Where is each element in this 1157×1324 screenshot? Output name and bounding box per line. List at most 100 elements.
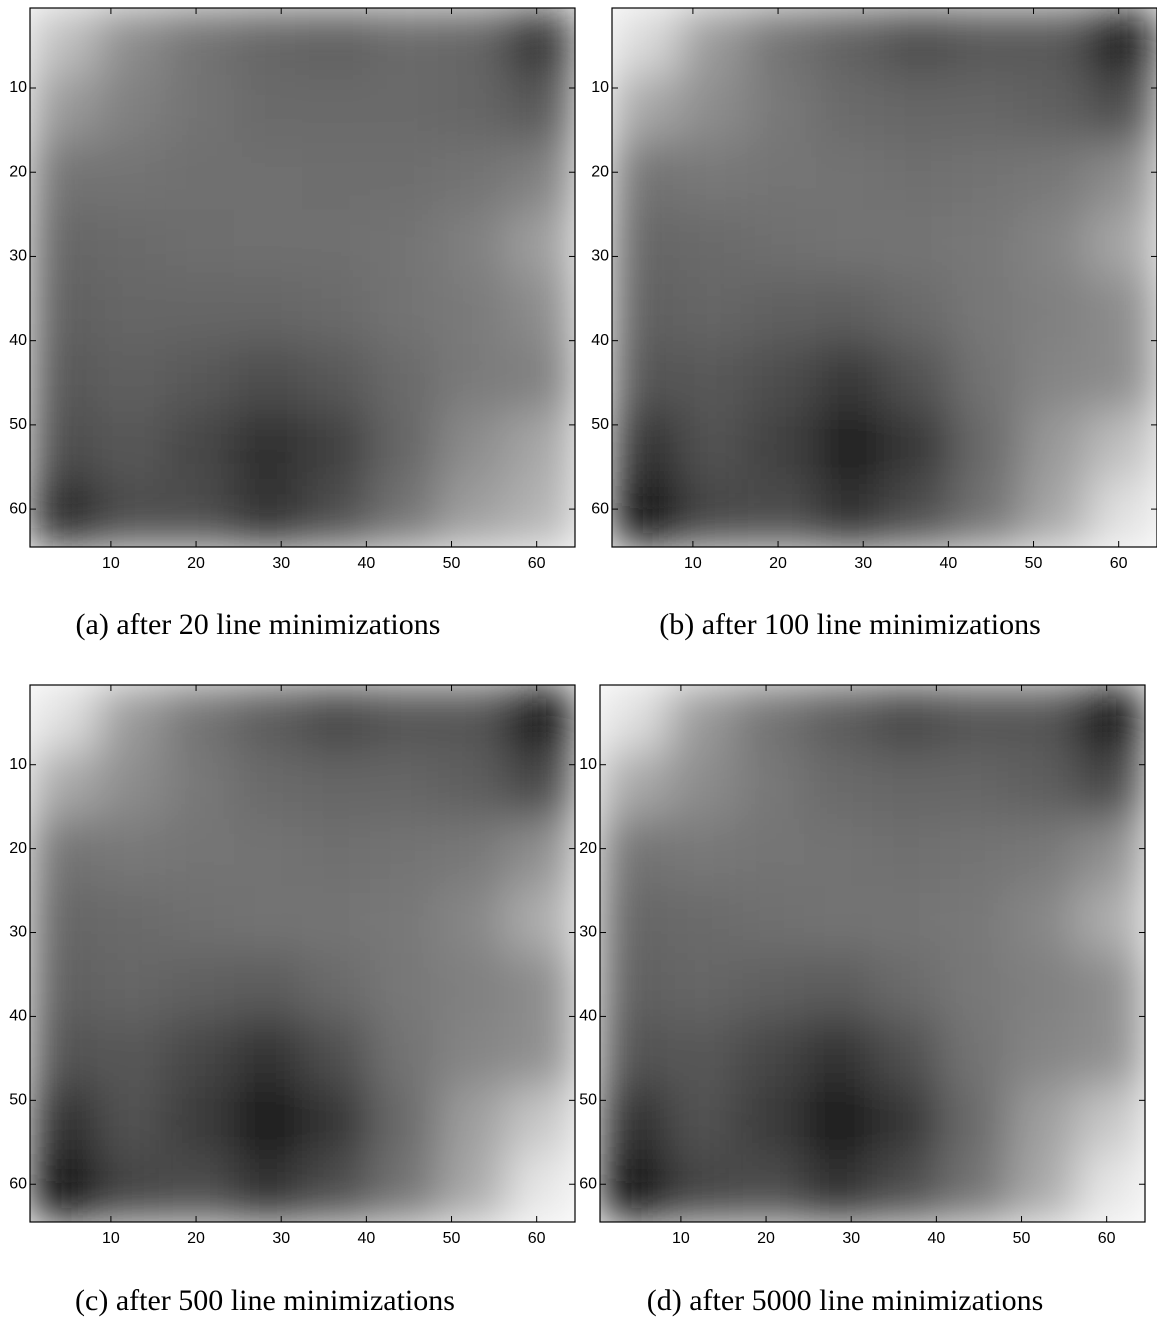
heatmap-cell bbox=[940, 1020, 1009, 1088]
heatmap-cell bbox=[804, 752, 873, 820]
y-tick-label: 40 bbox=[9, 332, 27, 349]
heatmap-cell bbox=[166, 8, 235, 76]
heatmap-cell bbox=[234, 1087, 303, 1155]
heatmap-cell bbox=[302, 953, 371, 1021]
heatmap-cell bbox=[438, 953, 507, 1021]
heatmap-cell bbox=[804, 953, 873, 1021]
x-tick-label: 40 bbox=[357, 555, 375, 572]
heatmap-cell bbox=[98, 277, 167, 345]
heatmap-cell bbox=[438, 8, 507, 76]
heatmap-cell bbox=[940, 886, 1009, 954]
heatmap-cell bbox=[506, 479, 575, 547]
heatmap-cell bbox=[234, 75, 303, 143]
heatmap-cell bbox=[1008, 685, 1077, 753]
heatmap-cell bbox=[940, 953, 1009, 1021]
heatmap-cell bbox=[884, 75, 953, 143]
heatmap-cell bbox=[1008, 752, 1077, 820]
heatmap-cell bbox=[30, 412, 99, 480]
heatmap-cell bbox=[506, 685, 575, 753]
heatmap-cell bbox=[98, 1020, 167, 1088]
heatmap-cells bbox=[30, 685, 576, 1223]
heatmap-cell bbox=[506, 1020, 575, 1088]
heatmap-cell bbox=[506, 142, 575, 210]
heatmap-cell bbox=[668, 1020, 737, 1088]
heatmap-cell bbox=[612, 277, 681, 345]
heatmap-cell bbox=[1008, 1154, 1077, 1222]
heatmap-clip bbox=[30, 685, 576, 1223]
heatmap-cell bbox=[438, 142, 507, 210]
heatmap-cell bbox=[1088, 210, 1157, 278]
heatmap-cell bbox=[748, 277, 817, 345]
heatmap-cell bbox=[370, 953, 439, 1021]
y-tick-label: 10 bbox=[591, 79, 609, 96]
heatmap-cell bbox=[302, 1087, 371, 1155]
heatmap-cell bbox=[748, 344, 817, 412]
heatmap-cell bbox=[952, 210, 1021, 278]
heatmap-cell bbox=[234, 1154, 303, 1222]
heatmap-cell bbox=[612, 210, 681, 278]
heatmap-cell bbox=[1088, 142, 1157, 210]
heatmap-cell bbox=[166, 277, 235, 345]
y-tick-label: 20 bbox=[9, 840, 27, 857]
heatmap-cell bbox=[600, 752, 669, 820]
heatmap-cell bbox=[302, 142, 371, 210]
y-tick-label: 50 bbox=[579, 1092, 597, 1109]
heatmap-cell bbox=[30, 1154, 99, 1222]
heatmap-cell bbox=[1076, 752, 1145, 820]
x-tick-label: 50 bbox=[1025, 555, 1043, 572]
x-tick-label: 50 bbox=[1013, 1230, 1031, 1247]
heatmap-cell bbox=[98, 685, 167, 753]
heatmap-cell bbox=[1020, 277, 1089, 345]
y-tick-label: 50 bbox=[9, 416, 27, 433]
y-tick-label: 20 bbox=[579, 840, 597, 857]
heatmap-cell bbox=[166, 953, 235, 1021]
heatmap-cell bbox=[30, 277, 99, 345]
heatmap-cell bbox=[1088, 277, 1157, 345]
heatmap-cell bbox=[952, 277, 1021, 345]
heatmap-cell bbox=[1088, 75, 1157, 143]
heatmap-cell bbox=[438, 210, 507, 278]
heatmap-cell bbox=[884, 8, 953, 76]
heatmap-cell bbox=[680, 142, 749, 210]
heatmap-cell bbox=[1076, 685, 1145, 753]
y-tick-label: 60 bbox=[579, 1175, 597, 1192]
heatmap-cell bbox=[668, 1154, 737, 1222]
heatmap-cell bbox=[370, 8, 439, 76]
heatmap-cell bbox=[302, 1154, 371, 1222]
heatmap-cell bbox=[506, 819, 575, 887]
heatmap-cell bbox=[98, 8, 167, 76]
heatmap-cell bbox=[668, 819, 737, 887]
heatmap-cell bbox=[952, 479, 1021, 547]
x-tick-label: 10 bbox=[672, 1230, 690, 1247]
heatmap-cell bbox=[736, 1087, 805, 1155]
heatmap-cell bbox=[30, 953, 99, 1021]
heatmap-cell bbox=[166, 75, 235, 143]
y-tick-label: 40 bbox=[579, 1008, 597, 1025]
heatmap-cell bbox=[940, 1087, 1009, 1155]
heatmap-cell bbox=[30, 1087, 99, 1155]
heatmap-cell bbox=[370, 210, 439, 278]
heatmap-cells bbox=[612, 8, 1157, 548]
heatmap-cell bbox=[30, 886, 99, 954]
heatmap-cell bbox=[816, 412, 885, 480]
heatmap-cell bbox=[234, 953, 303, 1021]
heatmap-cell bbox=[98, 1154, 167, 1222]
heatmap-cell bbox=[370, 886, 439, 954]
heatmap-cell bbox=[736, 752, 805, 820]
heatmap-clip bbox=[612, 8, 1157, 548]
heatmap-cell bbox=[302, 479, 371, 547]
heatmap-cell bbox=[680, 412, 749, 480]
heatmap-cell bbox=[438, 1154, 507, 1222]
y-tick-label: 50 bbox=[591, 416, 609, 433]
y-tick-label: 10 bbox=[9, 79, 27, 96]
heatmap-cell bbox=[506, 752, 575, 820]
heatmap-cell bbox=[166, 1154, 235, 1222]
heatmap-cell bbox=[612, 412, 681, 480]
heatmap-cell bbox=[166, 685, 235, 753]
x-tick-label: 20 bbox=[187, 1230, 205, 1247]
heatmap-cell bbox=[940, 819, 1009, 887]
heatmap-cell bbox=[736, 1020, 805, 1088]
heatmap-cell bbox=[370, 685, 439, 753]
heatmap-cell bbox=[234, 752, 303, 820]
